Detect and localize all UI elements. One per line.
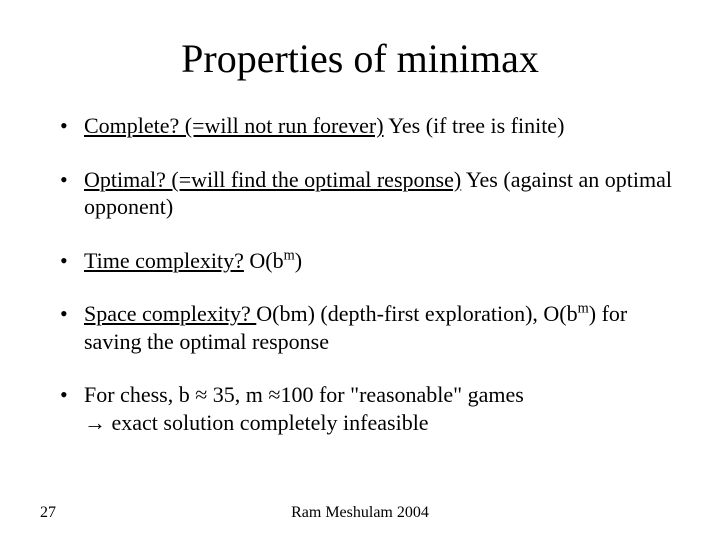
bullet-chess-line1: For chess, b ≈ 35, m ≈100 for "reasonabl… xyxy=(84,382,524,407)
bullet-complete: Complete? (=will not run forever) Yes (i… xyxy=(60,112,680,140)
footer-author: Ram Meshulam 2004 xyxy=(0,504,720,522)
bullet-time: Time complexity? O(bm) xyxy=(60,247,680,275)
bullet-space-sup: m xyxy=(578,301,589,317)
slide-title: Properties of minimax xyxy=(40,35,680,82)
bullet-space-rest-a: O(bm) (depth-first exploration), O(b xyxy=(256,301,577,326)
bullet-chess: For chess, b ≈ 35, m ≈100 for "reasonabl… xyxy=(60,381,680,436)
bullet-optimal: Optimal? (=will find the optimal respons… xyxy=(60,166,680,221)
bullet-time-ob-prefix: O(b xyxy=(244,248,284,273)
bullet-list: Complete? (=will not run forever) Yes (i… xyxy=(60,112,680,436)
bullet-space-underlined: Space complexity? xyxy=(84,301,256,326)
bullet-complete-underlined: Complete? (=will not run forever) xyxy=(84,113,384,138)
slide: Properties of minimax Complete? (=will n… xyxy=(0,0,720,540)
bullet-chess-line2: → exact solution completely infeasible xyxy=(84,410,429,435)
bullet-time-ob-suffix: ) xyxy=(295,248,302,273)
bullet-time-sup: m xyxy=(284,247,295,263)
bullet-complete-rest: Yes (if tree is finite) xyxy=(384,113,565,138)
bullet-optimal-underlined: Optimal? (=will find the optimal respons… xyxy=(84,167,461,192)
bullet-space: Space complexity? O(bm) (depth-first exp… xyxy=(60,300,680,355)
bullet-time-underlined: Time complexity? xyxy=(84,248,244,273)
